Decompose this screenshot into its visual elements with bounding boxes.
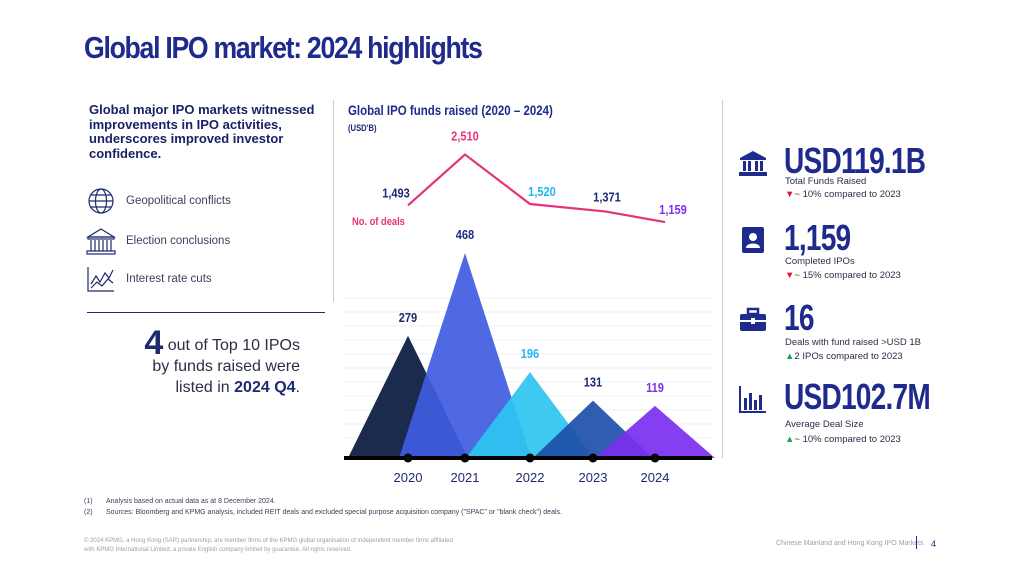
x-tick-label-2020: 2020 [394, 470, 423, 485]
intro-text: Global major IPO markets witnessed impro… [89, 102, 315, 161]
kpi-change-text: IPOs compared to 2023 [799, 351, 903, 362]
factor-label: Geopolitical conflicts [126, 195, 231, 207]
kpi-desc: Deals with fund raised >USD 1B [785, 337, 921, 348]
page-title: Global IPO market: 2024 highlights [84, 30, 483, 65]
x-tick-label-2021: 2021 [451, 470, 480, 485]
funds-label-2022: 196 [521, 346, 540, 361]
top-ipos-text: out of Top 10 IPOs [163, 337, 300, 354]
kpi-change: ▲~ 10% compared to 2023 [785, 434, 901, 445]
rate-chart-icon [84, 264, 118, 294]
kpi-value: 1,159 [784, 217, 851, 258]
x-tick-label-2024: 2024 [641, 470, 670, 485]
axis-dot-2023 [588, 453, 598, 463]
top-ipos-stat: 4 out of Top 10 IPOs by funds raised wer… [100, 326, 300, 398]
kpi-desc: Completed IPOs [785, 256, 855, 267]
globe-icon [84, 186, 118, 216]
top-ipos-text: by funds raised were [152, 358, 300, 375]
deals-legend-label: No. of deals [352, 216, 405, 228]
deals-label-2020: 1,493 [382, 185, 410, 200]
funds-label-2024: 119 [646, 380, 664, 395]
divider [333, 100, 334, 302]
kpi-value: USD102.7M [784, 376, 931, 417]
kpi-desc: Average Deal Size [785, 419, 864, 430]
axis-dot-2024 [650, 453, 660, 463]
funds-triangle-2024 [595, 405, 715, 458]
footnote: (2) Sources: Bloomberg and KPMG analysis,… [84, 507, 562, 518]
top-ipos-text: listed in [175, 379, 235, 396]
bar-chart-icon [736, 384, 770, 414]
kpi-change-text: ~ 15% compared to 2023 [794, 270, 901, 281]
deals-label-2022: 1,520 [528, 184, 556, 199]
top-ipos-number: 4 [144, 324, 164, 362]
kpi-change: ▲2 IPOs compared to 2023 [785, 351, 903, 362]
axis-dot-2022 [525, 453, 535, 463]
footnote: (1) Analysis based on actual data as at 8… [84, 496, 562, 507]
x-tick-label-2022: 2022 [516, 470, 545, 485]
factor-geopolitical: Geopolitical conflicts [84, 186, 231, 216]
footnote-text: Analysis based on actual data as at 8 De… [106, 498, 276, 505]
kpi-change: ▼~ 10% compared to 2023 [785, 189, 901, 200]
top-ipos-highlight: 2024 Q4 [234, 379, 296, 396]
factor-interest-rate: Interest rate cuts [84, 264, 212, 294]
footer-divider [916, 536, 917, 549]
kpi-change-text: ~ 10% compared to 2023 [794, 434, 901, 445]
funds-label-2020: 279 [399, 310, 418, 325]
axis-dot-2020 [403, 453, 413, 463]
chart-subtitle: (USD'B) [348, 123, 377, 133]
kpi-change-lead: 2 [794, 351, 800, 362]
footnotes: (1) Analysis based on actual data as at 8… [84, 496, 562, 518]
factor-label: Election conclusions [126, 235, 231, 247]
footnote-number: (2) [84, 509, 93, 516]
kpi-value: USD119.1B [784, 140, 926, 181]
factor-label: Interest rate cuts [126, 273, 212, 285]
id-card-icon [736, 225, 770, 255]
page-number: 4 [931, 539, 937, 549]
funds-triangle-2021 [399, 253, 531, 458]
funds-label-2021: 468 [456, 227, 475, 242]
divider [87, 312, 325, 313]
deals-label-2023: 1,371 [593, 190, 621, 205]
footnote-text: Sources: Bloomberg and KPMG analysis, in… [106, 509, 562, 516]
kpi-value: 16 [784, 297, 814, 338]
up-arrow-icon: ▲ [785, 351, 795, 362]
down-arrow-icon: ▼ [785, 189, 795, 200]
axis-dot-2021 [460, 453, 470, 463]
kpi-change: ▼~ 15% compared to 2023 [785, 270, 901, 281]
deals-label-2024: 1,159 [659, 202, 687, 217]
up-arrow-icon: ▲ [785, 434, 795, 445]
factor-election: Election conclusions [84, 226, 230, 256]
funds-label-2023: 131 [584, 375, 603, 390]
top-ipos-text: . [295, 379, 300, 396]
bank-icon [736, 148, 770, 178]
divider [722, 100, 723, 458]
footnote-number: (1) [84, 498, 93, 505]
deals-line [407, 153, 666, 224]
chart-title: Global IPO funds raised (2020 – 2024) [348, 102, 553, 118]
down-arrow-icon: ▼ [785, 270, 795, 281]
report-name: Chinese Mainland and Hong Kong IPO Marke… [776, 540, 924, 547]
x-tick-label-2023: 2023 [579, 470, 608, 485]
briefcase-icon [736, 305, 770, 335]
building-icon [84, 226, 118, 256]
legal-notice: © 2024 KPMG, a Hong Kong (SAR) partnersh… [84, 538, 453, 553]
kpi-change-text: ~ 10% compared to 2023 [794, 189, 901, 200]
kpi-desc: Total Funds Raised [785, 176, 867, 187]
deals-label-2021: 2,510 [451, 129, 479, 144]
